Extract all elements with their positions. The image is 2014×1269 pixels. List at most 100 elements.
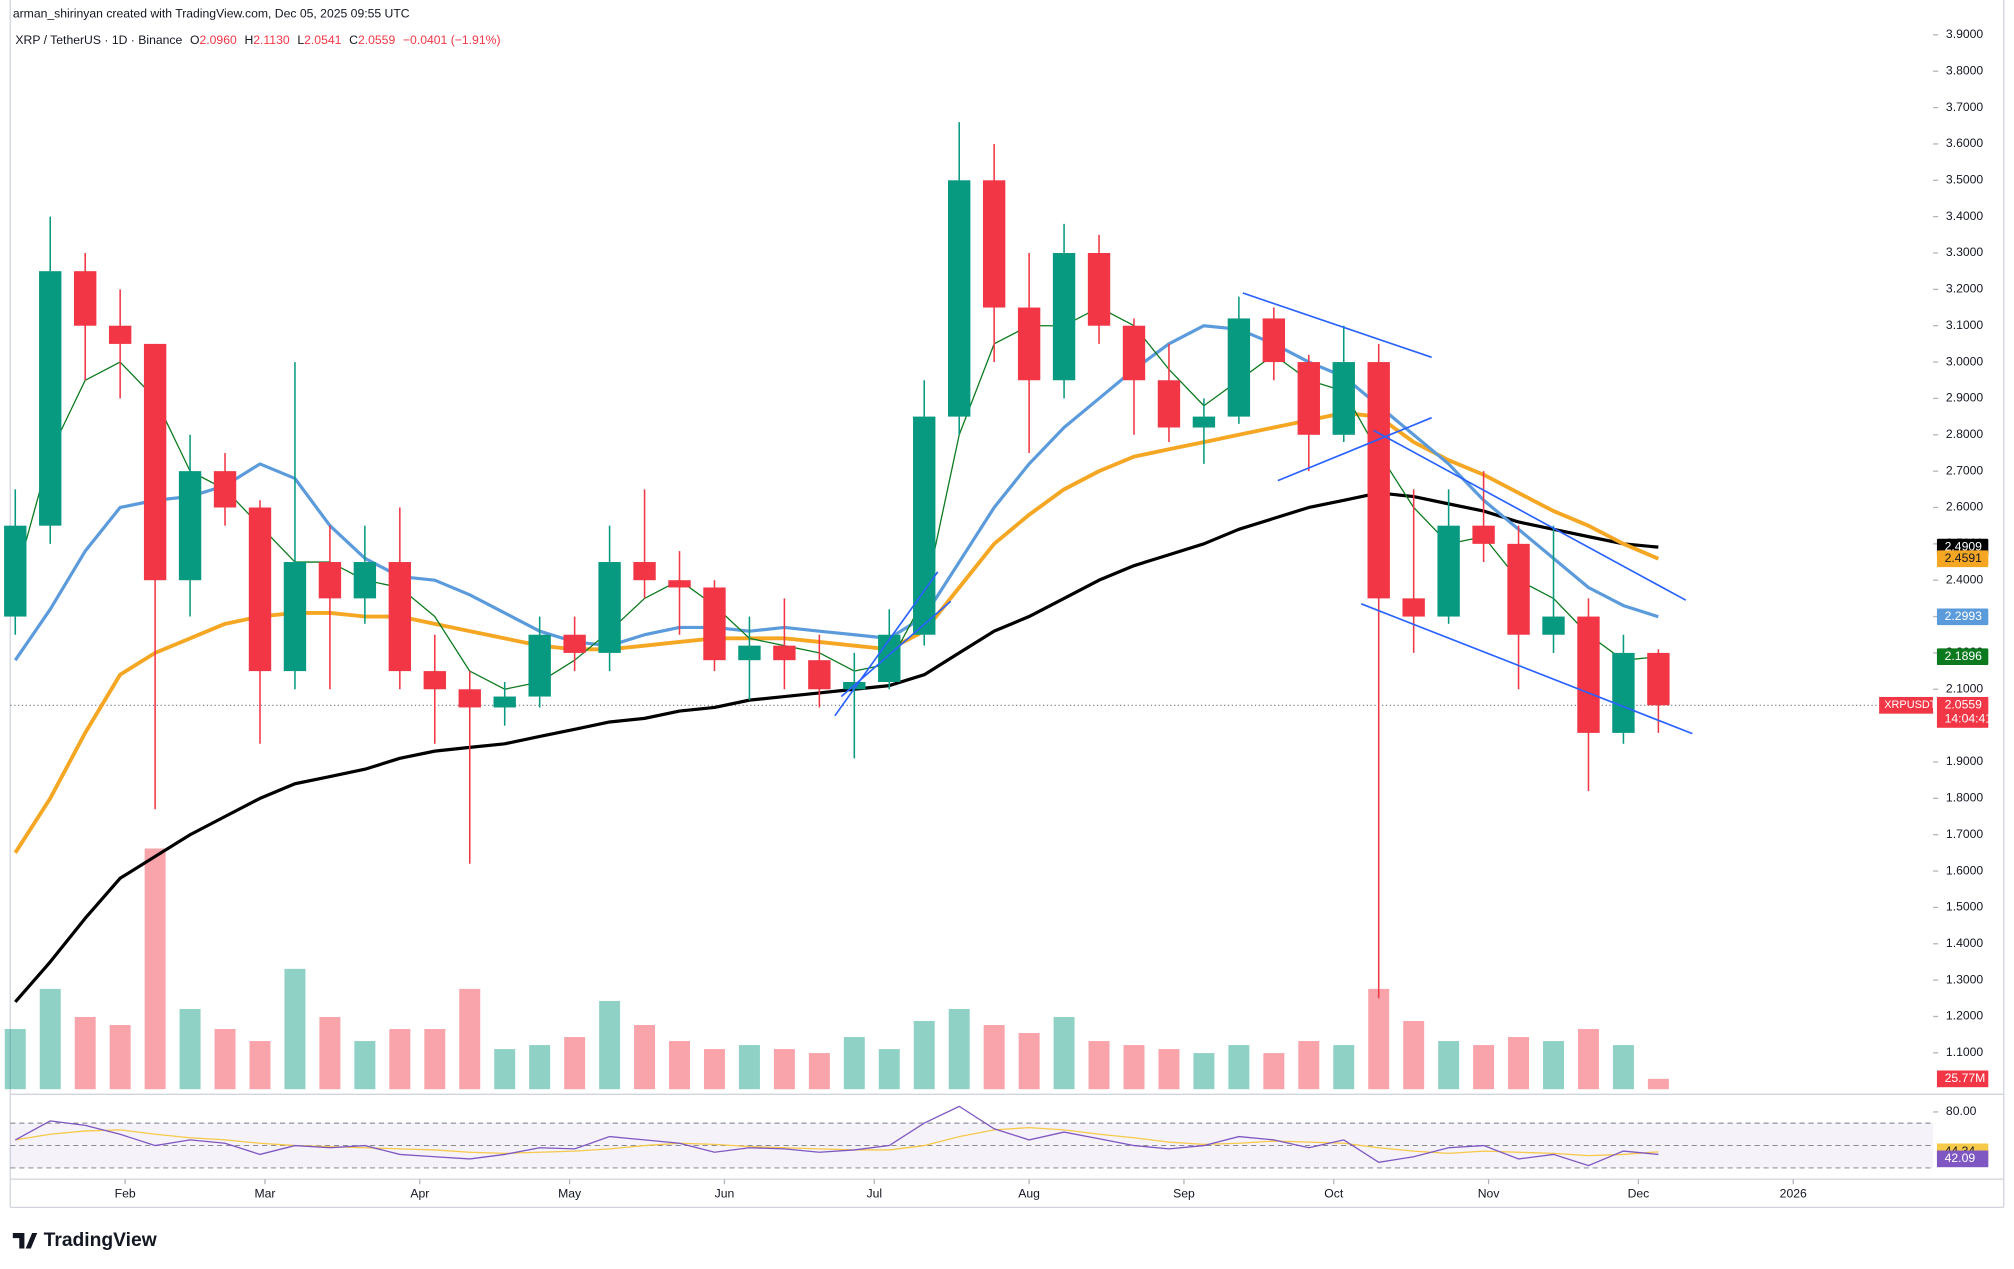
logo-icon (12, 1233, 38, 1249)
y-tick-label: 2.6000 (1946, 500, 1983, 514)
y-tick-label: 2.9000 (1946, 391, 1983, 405)
volume-bar (1298, 1041, 1320, 1090)
candle-body (1297, 362, 1320, 435)
candle-body (1192, 416, 1216, 428)
volume-bar (1403, 1020, 1425, 1090)
candle-body (1017, 307, 1041, 381)
y-tick-label: 1.6000 (1946, 863, 1983, 877)
candle-body (1262, 318, 1286, 363)
candle-body (1542, 616, 1565, 635)
candle-body (738, 645, 761, 661)
candle-body (1472, 525, 1495, 544)
trendline (1373, 429, 1687, 601)
ma-value-label-box (1936, 608, 1989, 626)
y-tick-label: 1.9000 (1946, 754, 1983, 768)
symbol-info: XRP / TetherUS · 1D · Binance O2.0960 H2.1… (15, 33, 500, 47)
y-tick-label: 2.1000 (1946, 681, 1983, 695)
volume-bar (1228, 1045, 1250, 1090)
candle-body (633, 562, 656, 581)
volume-tag-box (1936, 1070, 1989, 1088)
ma-value-label: 2.4591 (1945, 551, 1982, 565)
x-tick-label: May (558, 1187, 582, 1201)
candle-body (1437, 525, 1460, 617)
credit: arman_shirinyan created with TradingView… (13, 6, 410, 20)
volume-bar (354, 1041, 376, 1090)
candle-body (668, 580, 691, 588)
y-tick-label: 1.1000 (1946, 1045, 1983, 1059)
volume-bar (1508, 1037, 1530, 1090)
candle-body (4, 525, 27, 617)
change: −0.0401 (−1.91%) (403, 33, 501, 47)
volume-bar (878, 1049, 900, 1090)
brand-logo: TradingView (12, 1230, 158, 1251)
y-tick-label: 3.8000 (1946, 63, 1983, 77)
candle-body (74, 271, 97, 326)
x-tick-label: Jul (866, 1187, 882, 1201)
x-tick-label: Mar (254, 1187, 275, 1201)
volume-bar (1193, 1053, 1215, 1090)
trendline (1360, 603, 1693, 735)
ohlc-value: 2.0559 (358, 33, 395, 47)
symbol-tag-box (1879, 696, 1934, 714)
volume-bar (529, 1045, 551, 1090)
ohlc-value: 2.0541 (304, 33, 341, 47)
y-tick-label: 3.7000 (1946, 100, 1983, 114)
ma-value-label: 2.2993 (1945, 609, 1982, 623)
y-tick-label: 1.8000 (1946, 791, 1983, 805)
y-tick-label: 1.4000 (1946, 936, 1983, 950)
rsi-tag: 42.09 (1945, 1151, 1976, 1165)
candle-body (1122, 325, 1146, 381)
candle-body (1052, 253, 1076, 381)
candle-body (143, 343, 167, 581)
y-tick-label: 3.6000 (1946, 136, 1983, 150)
symbol: XRP / TetherUS · 1D · Binance (15, 33, 182, 47)
candle-body (39, 271, 62, 526)
volume-bar (179, 1008, 201, 1090)
candle-body (1157, 380, 1181, 428)
candle-body (878, 634, 901, 683)
volume-bar (1647, 1078, 1669, 1090)
volume-bar (1053, 1016, 1075, 1090)
volume-bar (424, 1029, 446, 1090)
rsi-tick-label: 80.00 (1946, 1104, 1977, 1118)
volume-bar (1473, 1045, 1495, 1090)
ma-value-label-box (1936, 648, 1989, 666)
candle-body (1332, 362, 1355, 435)
y-tick-label: 1.7000 (1946, 827, 1983, 841)
y-tick-label: 3.1000 (1946, 318, 1983, 332)
candle-body (388, 562, 412, 672)
y-tick-label: 3.5000 (1946, 173, 1983, 187)
last-price-box (1936, 696, 1989, 728)
volume-bar (214, 1029, 236, 1090)
ohlc-value: 2.0960 (199, 33, 236, 47)
volume-bar (459, 988, 481, 1090)
volume-bar (1368, 988, 1390, 1090)
y-tick-label: 3.3000 (1946, 245, 1983, 259)
rsi-tag-box (1936, 1150, 1989, 1168)
candle-body (1367, 362, 1390, 599)
y-tick-label: 3.9000 (1946, 27, 1983, 41)
candle-body (1507, 543, 1530, 635)
volume-bar (319, 1016, 341, 1090)
ohlc-label: O (190, 33, 199, 47)
volume-bar (1543, 1041, 1565, 1090)
candle-body (598, 562, 621, 653)
rsi-ma-line (15, 1126, 1659, 1157)
volume-bar (599, 1000, 621, 1090)
y-tick-label: 3.2000 (1946, 282, 1983, 296)
volume-bar (74, 1016, 96, 1090)
volume-bar (39, 988, 61, 1090)
y-tick-label: 2.7000 (1946, 463, 1983, 477)
y-tick-label: 3.4000 (1946, 209, 1983, 223)
y-tick-label: 1.2000 (1946, 1009, 1983, 1023)
candle-body (423, 671, 446, 690)
candle-body (318, 562, 342, 599)
volume-bar (738, 1045, 760, 1090)
candle-body (1647, 652, 1670, 706)
ohlc-label: L (297, 33, 304, 47)
candle-body (213, 471, 237, 508)
y-tick-label: 1.3000 (1946, 972, 1983, 986)
volume-bar (669, 1041, 690, 1090)
volume-bar (1088, 1041, 1110, 1090)
